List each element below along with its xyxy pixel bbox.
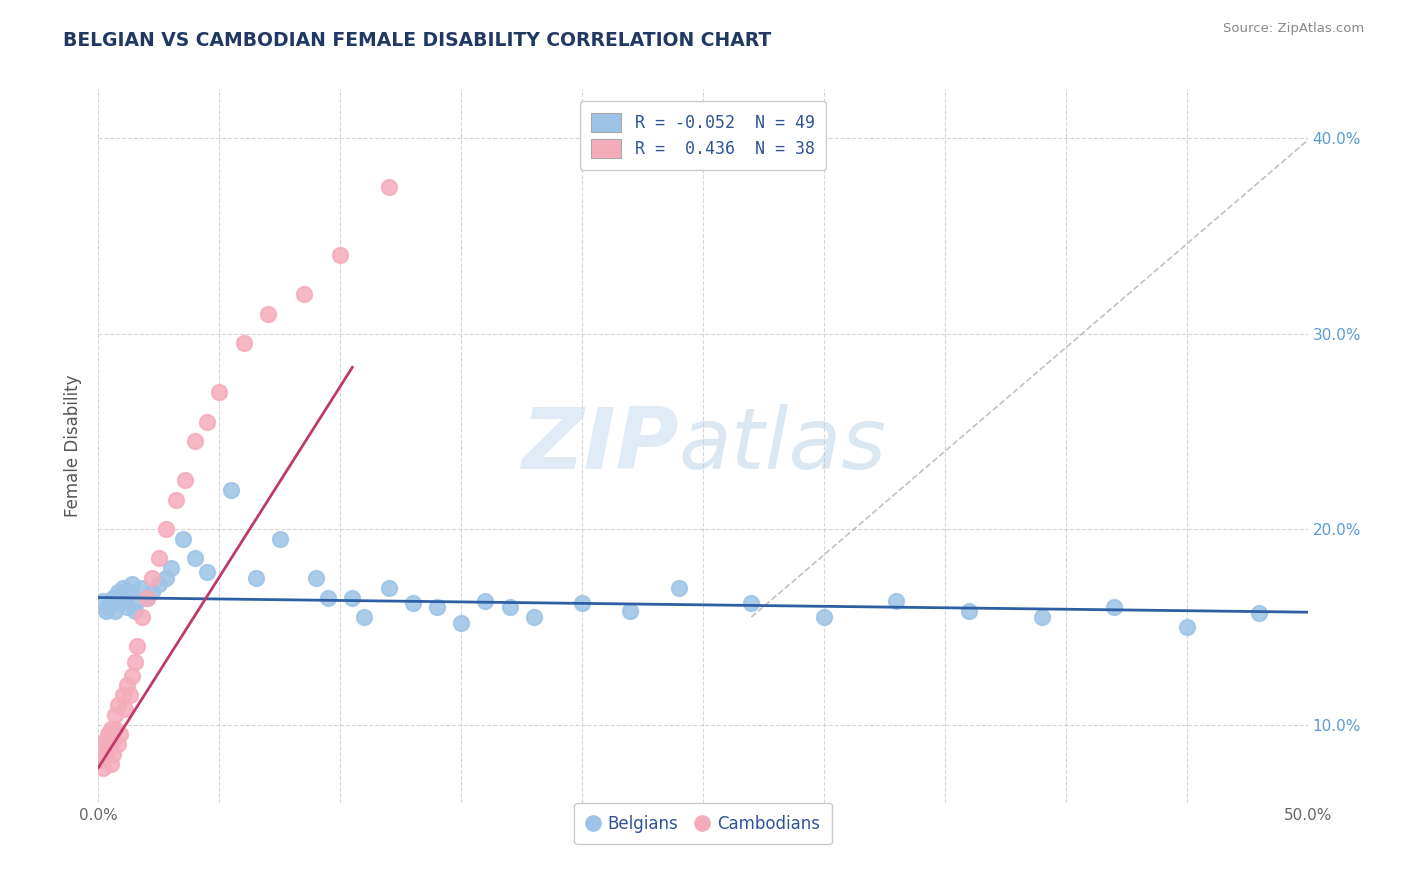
Point xyxy=(195,565,218,579)
Point xyxy=(155,522,177,536)
Point xyxy=(148,577,170,591)
Point xyxy=(121,577,143,591)
Point xyxy=(131,610,153,624)
Text: Source: ZipAtlas.com: Source: ZipAtlas.com xyxy=(1223,22,1364,36)
Point xyxy=(104,722,127,736)
Point xyxy=(292,287,315,301)
Point xyxy=(94,747,117,761)
Point xyxy=(377,581,399,595)
Point xyxy=(316,591,339,605)
Point xyxy=(97,600,120,615)
Point xyxy=(813,610,835,624)
Text: BELGIAN VS CAMBODIAN FEMALE DISABILITY CORRELATION CHART: BELGIAN VS CAMBODIAN FEMALE DISABILITY C… xyxy=(63,31,772,50)
Point xyxy=(957,604,980,618)
Point xyxy=(1102,600,1125,615)
Y-axis label: Female Disability: Female Disability xyxy=(65,375,83,517)
Point xyxy=(141,571,163,585)
Point xyxy=(100,756,122,771)
Point xyxy=(135,591,157,605)
Point xyxy=(127,594,149,608)
Point xyxy=(155,571,177,585)
Point xyxy=(353,610,375,624)
Point xyxy=(256,307,278,321)
Point xyxy=(221,483,243,497)
Point xyxy=(1175,620,1198,634)
Point xyxy=(1031,610,1053,624)
Text: ZIP: ZIP xyxy=(522,404,679,488)
Point xyxy=(571,596,593,610)
Point xyxy=(118,584,141,599)
Point xyxy=(160,561,183,575)
Point xyxy=(101,747,124,761)
Point xyxy=(94,733,117,747)
Point xyxy=(117,600,139,615)
Text: atlas: atlas xyxy=(679,404,887,488)
Point xyxy=(131,581,153,595)
Point xyxy=(1249,606,1271,620)
Point xyxy=(329,248,352,262)
Point xyxy=(498,600,520,615)
Point xyxy=(184,434,207,449)
Point xyxy=(108,596,131,610)
Point xyxy=(474,594,496,608)
Point xyxy=(402,596,425,610)
Point xyxy=(148,551,170,566)
Point xyxy=(172,532,194,546)
Point xyxy=(377,180,399,194)
Point xyxy=(94,604,117,618)
Point xyxy=(104,604,127,618)
Point xyxy=(740,596,762,610)
Point xyxy=(121,669,143,683)
Point xyxy=(90,753,112,767)
Point xyxy=(305,571,328,585)
Point xyxy=(127,640,149,654)
Point xyxy=(111,688,134,702)
Point xyxy=(107,584,129,599)
Point xyxy=(118,688,141,702)
Point xyxy=(101,733,124,747)
Point xyxy=(91,761,114,775)
Point xyxy=(269,532,291,546)
Point xyxy=(245,571,267,585)
Point xyxy=(174,473,197,487)
Point xyxy=(184,551,207,566)
Point xyxy=(108,727,131,741)
Point xyxy=(426,600,449,615)
Point xyxy=(135,591,157,605)
Point xyxy=(232,336,254,351)
Point xyxy=(124,655,146,669)
Point xyxy=(195,415,218,429)
Point xyxy=(101,591,124,605)
Point xyxy=(114,702,136,716)
Point xyxy=(111,581,134,595)
Point xyxy=(886,594,908,608)
Point xyxy=(97,727,120,741)
Point xyxy=(668,581,690,595)
Point xyxy=(100,596,122,610)
Point xyxy=(104,707,127,722)
Point xyxy=(91,594,114,608)
Point xyxy=(107,698,129,712)
Point xyxy=(523,610,546,624)
Point xyxy=(100,722,122,736)
Point xyxy=(141,584,163,599)
Point xyxy=(117,678,139,692)
Legend: Belgians, Cambodians: Belgians, Cambodians xyxy=(575,803,831,845)
Point xyxy=(619,604,641,618)
Point xyxy=(114,591,136,605)
Point xyxy=(97,741,120,756)
Point xyxy=(91,737,114,751)
Point xyxy=(342,591,364,605)
Point xyxy=(208,385,231,400)
Point xyxy=(107,737,129,751)
Point xyxy=(165,492,187,507)
Point xyxy=(124,604,146,618)
Point xyxy=(450,615,472,630)
